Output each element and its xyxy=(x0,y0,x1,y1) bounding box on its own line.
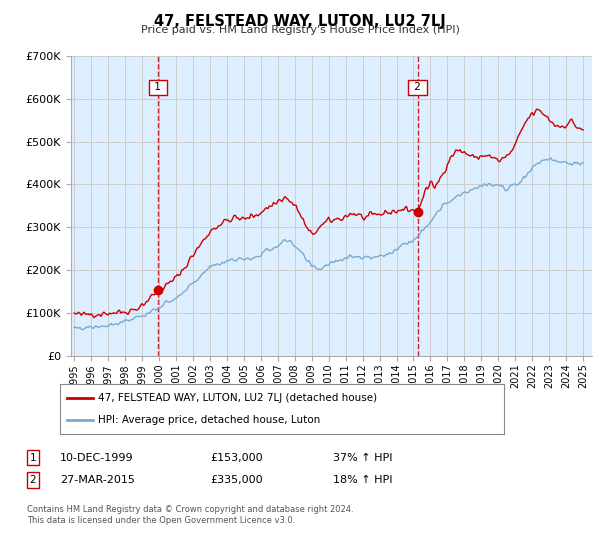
Text: 1: 1 xyxy=(29,452,37,463)
Text: 2: 2 xyxy=(29,475,37,485)
Text: 47, FELSTEAD WAY, LUTON, LU2 7LJ: 47, FELSTEAD WAY, LUTON, LU2 7LJ xyxy=(154,14,446,29)
Text: 2: 2 xyxy=(411,82,424,92)
Text: 1: 1 xyxy=(151,82,164,92)
Text: 18% ↑ HPI: 18% ↑ HPI xyxy=(333,475,392,485)
Text: 47, FELSTEAD WAY, LUTON, LU2 7LJ (detached house): 47, FELSTEAD WAY, LUTON, LU2 7LJ (detach… xyxy=(98,393,377,403)
Text: 27-MAR-2015: 27-MAR-2015 xyxy=(60,475,135,485)
Text: Contains HM Land Registry data © Crown copyright and database right 2024.
This d: Contains HM Land Registry data © Crown c… xyxy=(27,505,353,525)
Text: 37% ↑ HPI: 37% ↑ HPI xyxy=(333,452,392,463)
Text: Price paid vs. HM Land Registry's House Price Index (HPI): Price paid vs. HM Land Registry's House … xyxy=(140,25,460,35)
Text: £153,000: £153,000 xyxy=(210,452,263,463)
Text: £335,000: £335,000 xyxy=(210,475,263,485)
Text: 10-DEC-1999: 10-DEC-1999 xyxy=(60,452,134,463)
Text: HPI: Average price, detached house, Luton: HPI: Average price, detached house, Luto… xyxy=(98,415,320,425)
